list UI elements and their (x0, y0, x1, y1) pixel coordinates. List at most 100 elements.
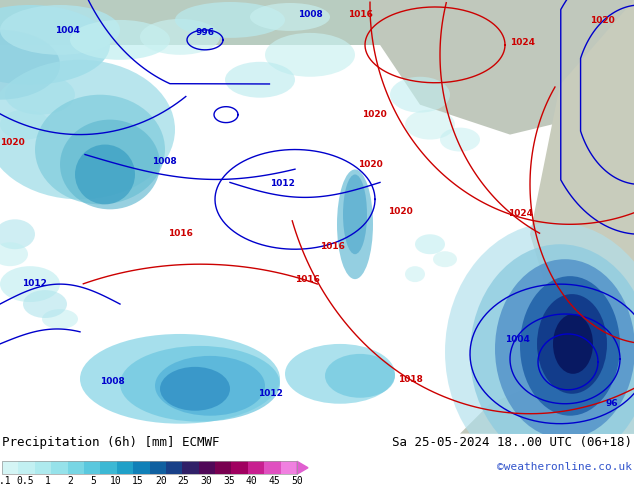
Polygon shape (530, 0, 634, 434)
Ellipse shape (0, 30, 60, 99)
Text: 1016: 1016 (168, 229, 193, 238)
Text: 2: 2 (67, 476, 73, 486)
Text: 30: 30 (200, 476, 212, 486)
Text: 40: 40 (246, 476, 257, 486)
Ellipse shape (520, 276, 620, 416)
Ellipse shape (250, 3, 330, 31)
Ellipse shape (0, 5, 110, 85)
Bar (51, 461, 68, 474)
Ellipse shape (160, 367, 230, 411)
Text: 1012: 1012 (258, 389, 283, 398)
Ellipse shape (405, 110, 455, 140)
Ellipse shape (0, 242, 28, 266)
Ellipse shape (60, 120, 160, 209)
Bar (198, 461, 215, 474)
Ellipse shape (70, 20, 170, 60)
Text: 1020: 1020 (590, 16, 615, 25)
Ellipse shape (440, 127, 480, 151)
Text: ©weatheronline.co.uk: ©weatheronline.co.uk (497, 463, 632, 472)
Bar (150, 461, 166, 474)
Ellipse shape (23, 290, 67, 318)
Text: 1004: 1004 (55, 26, 80, 35)
Text: 1020: 1020 (358, 161, 383, 170)
Ellipse shape (495, 259, 634, 439)
Text: Precipitation (6h) [mm] ECMWF: Precipitation (6h) [mm] ECMWF (2, 436, 219, 449)
Polygon shape (460, 354, 634, 434)
Ellipse shape (5, 75, 75, 115)
Ellipse shape (0, 266, 60, 302)
Text: 1024: 1024 (508, 209, 533, 219)
Text: 96: 96 (605, 399, 618, 408)
Text: 996: 996 (195, 28, 214, 37)
Text: 1016: 1016 (348, 10, 373, 19)
Bar (2, 461, 297, 474)
Ellipse shape (265, 33, 355, 77)
Polygon shape (370, 0, 634, 135)
Text: 1004: 1004 (505, 335, 530, 344)
Ellipse shape (225, 62, 295, 98)
Ellipse shape (433, 251, 457, 267)
Ellipse shape (325, 354, 395, 398)
Ellipse shape (285, 344, 395, 404)
Ellipse shape (415, 234, 445, 254)
Ellipse shape (75, 145, 135, 204)
Ellipse shape (155, 356, 265, 416)
Ellipse shape (337, 170, 373, 279)
FancyBboxPatch shape (0, 0, 634, 45)
Bar (133, 461, 150, 474)
Bar (248, 461, 264, 474)
Bar (117, 461, 133, 474)
Bar (281, 461, 297, 474)
Text: 10: 10 (110, 476, 121, 486)
Text: 5: 5 (90, 476, 96, 486)
Ellipse shape (0, 110, 50, 140)
Ellipse shape (390, 77, 450, 113)
Ellipse shape (0, 220, 35, 249)
Bar (68, 461, 84, 474)
Bar (264, 461, 281, 474)
Bar (215, 461, 231, 474)
Ellipse shape (140, 19, 220, 55)
Text: 1008: 1008 (100, 377, 125, 386)
Text: 1008: 1008 (298, 10, 323, 19)
Ellipse shape (405, 266, 425, 282)
Ellipse shape (553, 314, 593, 374)
Ellipse shape (537, 294, 607, 394)
Ellipse shape (0, 60, 175, 199)
Text: 35: 35 (223, 476, 235, 486)
Text: 50: 50 (291, 476, 303, 486)
Text: 1020: 1020 (388, 207, 413, 216)
Text: 20: 20 (155, 476, 167, 486)
Ellipse shape (80, 334, 280, 424)
Text: 1020: 1020 (362, 110, 387, 119)
Ellipse shape (42, 309, 78, 329)
Bar (84, 461, 100, 474)
Text: 1016: 1016 (320, 242, 345, 251)
Ellipse shape (175, 2, 285, 38)
Bar (35, 461, 51, 474)
Bar (231, 461, 248, 474)
Ellipse shape (120, 346, 280, 422)
Text: 1020: 1020 (0, 138, 25, 147)
Text: 1012: 1012 (22, 279, 47, 288)
Bar (183, 461, 198, 474)
Ellipse shape (343, 174, 367, 254)
Bar (100, 461, 117, 474)
Text: 15: 15 (133, 476, 144, 486)
Ellipse shape (470, 244, 634, 464)
Bar (18, 461, 35, 474)
Text: 1018: 1018 (398, 375, 423, 384)
Text: 1012: 1012 (270, 179, 295, 189)
Text: 1016: 1016 (295, 275, 320, 284)
Text: 45: 45 (268, 476, 280, 486)
Text: 1008: 1008 (152, 157, 177, 167)
Text: 0.1: 0.1 (0, 476, 11, 486)
Bar (2, 461, 18, 474)
Text: 1024: 1024 (510, 38, 535, 47)
Text: 1: 1 (44, 476, 50, 486)
Ellipse shape (0, 5, 120, 55)
Polygon shape (297, 461, 308, 474)
Ellipse shape (445, 222, 634, 482)
Text: Sa 25-05-2024 18..00 UTC (06+18): Sa 25-05-2024 18..00 UTC (06+18) (392, 436, 632, 449)
Ellipse shape (35, 95, 165, 204)
